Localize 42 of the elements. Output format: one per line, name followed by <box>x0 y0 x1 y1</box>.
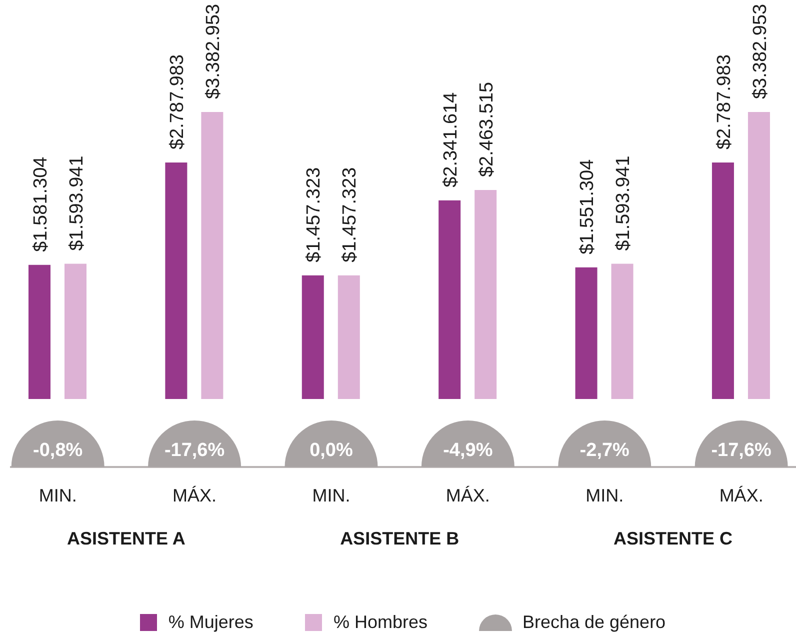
text: ASISTENTE A <box>67 528 186 548</box>
data-label: $1.551.304 <box>577 158 598 254</box>
bar <box>438 200 461 399</box>
x-tick-label: MÁX. <box>446 485 490 506</box>
text: 0,0% <box>310 440 353 461</box>
bar <box>748 112 770 399</box>
text: -17,6% <box>164 440 225 461</box>
bar <box>28 264 50 399</box>
bar <box>338 275 360 399</box>
data-label: $2.787.983 <box>714 54 735 150</box>
data-label: $2.463.515 <box>476 82 498 177</box>
data-label: $1.593.941 <box>613 156 634 251</box>
data-label: $1.457.323 <box>340 167 361 262</box>
bar <box>201 112 224 399</box>
legend-label: % Hombres <box>333 612 428 632</box>
bar <box>474 190 497 399</box>
bar <box>611 264 634 399</box>
text: -17,6% <box>711 440 772 461</box>
data-label: $1.457.323 <box>304 167 325 262</box>
x-tick-label: MÁX. <box>172 485 217 506</box>
x-tick-label: MÁX. <box>719 485 764 506</box>
x-tick-label: MIN. <box>38 485 77 506</box>
legend-label: % Mujeres <box>168 612 254 632</box>
text: ASISTENTE C <box>613 528 732 548</box>
data-label: $2.341.614 <box>440 92 462 188</box>
text: Brecha de género <box>522 612 666 632</box>
bar <box>302 275 324 399</box>
text: -2,7% <box>580 440 630 461</box>
x-tick-label: MIN. <box>586 485 624 506</box>
x-tick-label: MIN. <box>312 485 350 506</box>
data-label: $1.581.304 <box>30 156 52 252</box>
bar <box>165 162 188 399</box>
data-label: $2.787.983 <box>167 54 188 150</box>
text: -0,8% <box>33 440 83 461</box>
text: -4,9% <box>443 440 493 461</box>
bar <box>64 264 86 399</box>
data-label: $3.382.953 <box>750 4 771 99</box>
data-label: $3.382.953 <box>203 4 224 99</box>
text: ASISTENTE B <box>340 528 460 548</box>
bar <box>575 267 598 399</box>
bar <box>712 162 734 399</box>
data-label: $1.593.941 <box>66 156 88 251</box>
